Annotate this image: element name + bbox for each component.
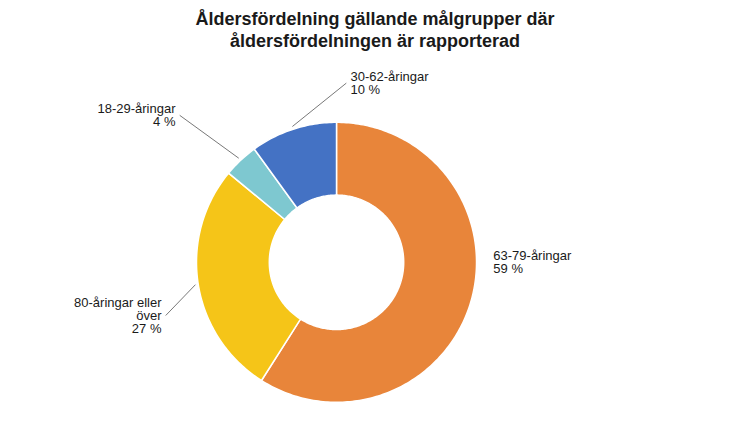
svg-text:80-åringar elleröver27 %: 80-åringar elleröver27 % — [74, 295, 162, 336]
html-text:Åldersfördelning gällande målg: Åldersfördelning gällande målgrupper där… — [195, 9, 555, 51]
svg-text:18-29-åringar4 %: 18-29-åringar4 % — [97, 101, 176, 129]
svg-text:30-62-åringar10 %: 30-62-åringar10 % — [351, 69, 430, 97]
svg-text:63-79-åringar59 %: 63-79-åringar59 % — [493, 248, 572, 276]
